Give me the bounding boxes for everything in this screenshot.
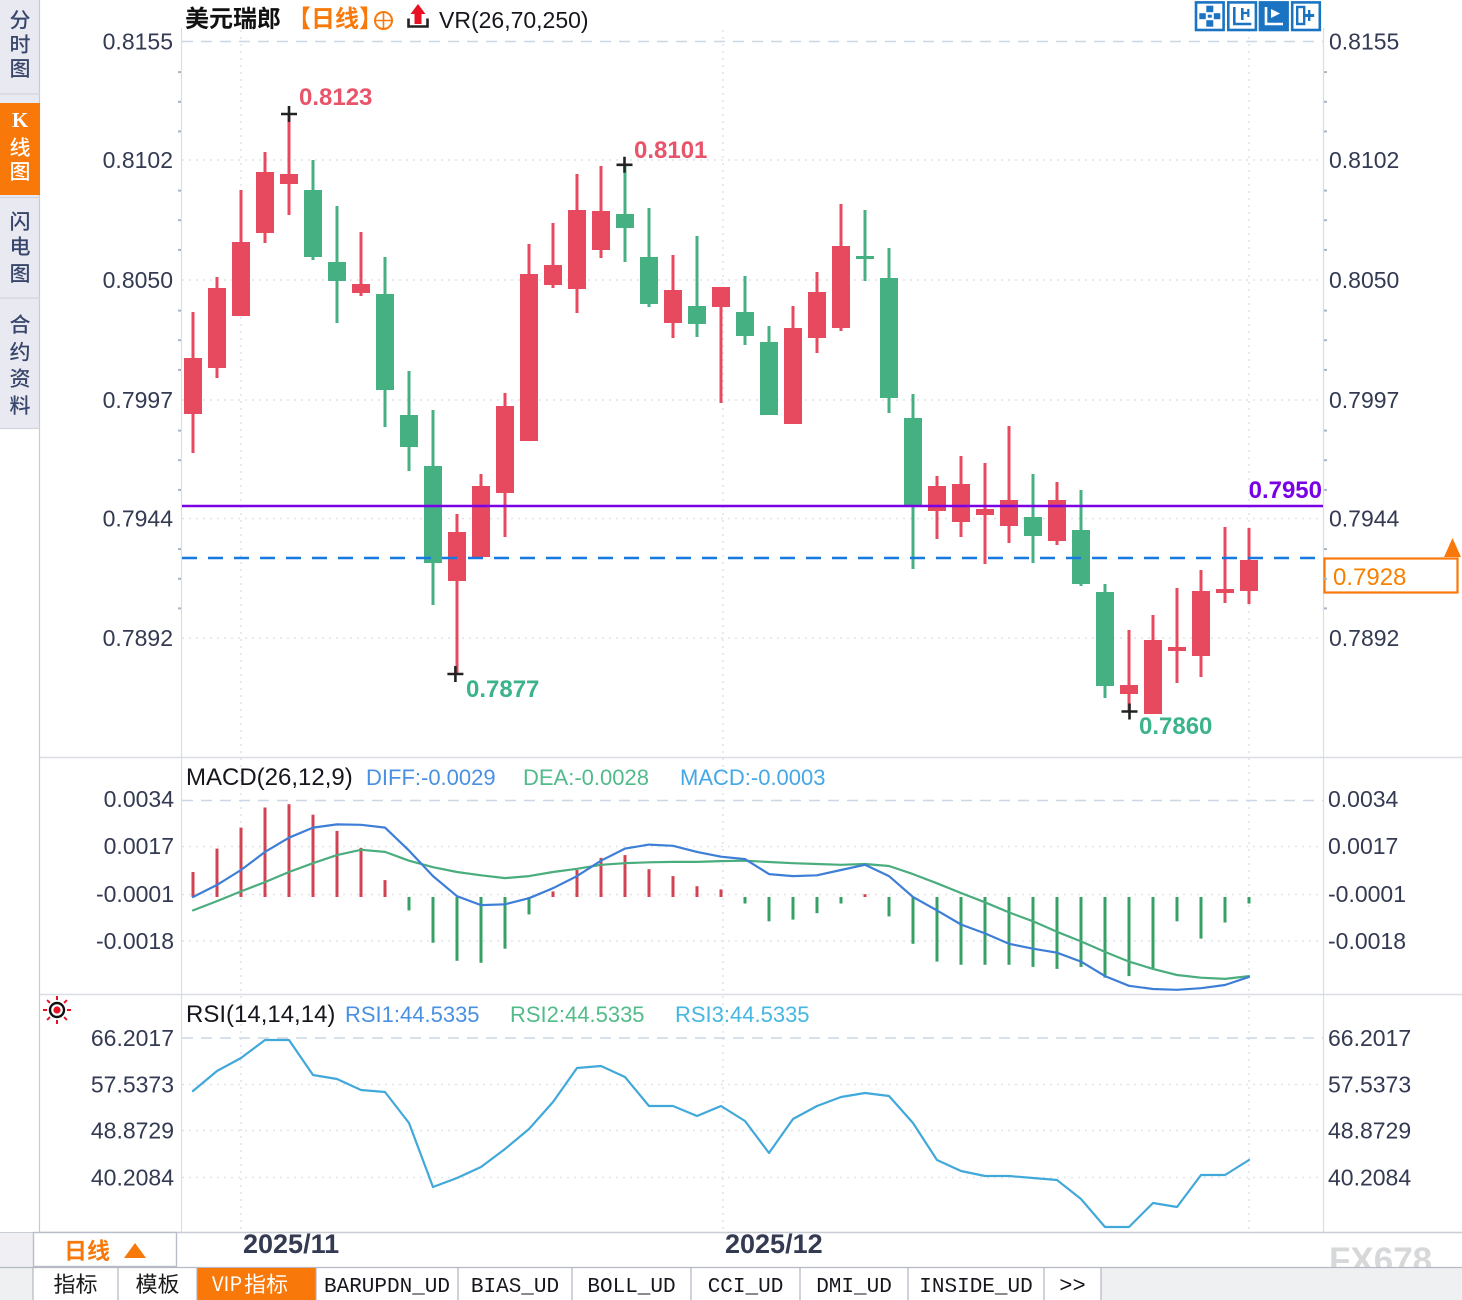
svg-text:40.2084: 40.2084 <box>1328 1165 1411 1191</box>
svg-text:0.7892: 0.7892 <box>1329 625 1399 651</box>
svg-text:-0.0018: -0.0018 <box>96 928 174 954</box>
svg-text:0.7997: 0.7997 <box>1329 387 1399 413</box>
svg-text:0.8102: 0.8102 <box>1329 147 1399 173</box>
svg-text:57.5373: 57.5373 <box>1328 1072 1411 1098</box>
svg-text:0.8123: 0.8123 <box>299 84 372 111</box>
svg-text:0.0034: 0.0034 <box>1328 786 1399 812</box>
svg-text:0.7944: 0.7944 <box>1329 506 1400 532</box>
svg-text:-0.0018: -0.0018 <box>1328 928 1406 954</box>
svg-text:BARUPDN_UD: BARUPDN_UD <box>324 1276 450 1299</box>
svg-text:48.8729: 48.8729 <box>91 1118 174 1144</box>
svg-text:RSI(14,14,14): RSI(14,14,14) <box>186 1001 335 1028</box>
svg-text:0.7997: 0.7997 <box>103 387 173 413</box>
svg-text:0.8050: 0.8050 <box>1329 267 1399 293</box>
svg-text:0.8101: 0.8101 <box>634 137 707 164</box>
svg-text:VR(26,70,250): VR(26,70,250) <box>439 7 589 33</box>
svg-text:RSI3:44.5335: RSI3:44.5335 <box>675 1002 810 1027</box>
svg-text:0.8102: 0.8102 <box>103 147 173 173</box>
svg-text:RSI2:44.5335: RSI2:44.5335 <box>510 1002 645 1027</box>
svg-text:40.2084: 40.2084 <box>91 1165 174 1191</box>
svg-text:K: K <box>12 108 29 132</box>
svg-text:-0.0001: -0.0001 <box>1328 881 1406 907</box>
svg-text:0.7860: 0.7860 <box>1139 713 1212 740</box>
svg-text:0.0034: 0.0034 <box>104 786 175 812</box>
svg-text:0.0017: 0.0017 <box>104 833 174 859</box>
svg-text:RSI1:44.5335: RSI1:44.5335 <box>345 1002 480 1027</box>
svg-text:0.7950: 0.7950 <box>1249 477 1322 504</box>
svg-text:DMI_UD: DMI_UD <box>816 1276 892 1299</box>
svg-text:48.8729: 48.8729 <box>1328 1118 1411 1144</box>
svg-text:66.2017: 66.2017 <box>91 1025 174 1051</box>
svg-text:0.7944: 0.7944 <box>103 506 174 532</box>
svg-text:0.8050: 0.8050 <box>103 267 173 293</box>
svg-text:2025/11: 2025/11 <box>243 1229 339 1259</box>
svg-text:0.0017: 0.0017 <box>1328 833 1398 859</box>
svg-text:BOLL_UD: BOLL_UD <box>587 1276 675 1299</box>
svg-text:INSIDE_UD: INSIDE_UD <box>919 1276 1032 1299</box>
svg-text:-0.0001: -0.0001 <box>96 881 174 907</box>
svg-text:0.7877: 0.7877 <box>466 676 539 703</box>
svg-text:0.7928: 0.7928 <box>1333 564 1406 591</box>
svg-text:2025/12: 2025/12 <box>725 1229 823 1259</box>
svg-text:DIFF:-0.0029: DIFF:-0.0029 <box>366 765 496 790</box>
svg-text:57.5373: 57.5373 <box>91 1072 174 1098</box>
svg-text:CCI_UD: CCI_UD <box>708 1276 784 1299</box>
svg-text:66.2017: 66.2017 <box>1328 1025 1411 1051</box>
svg-text:MACD(26,12,9): MACD(26,12,9) <box>186 764 353 791</box>
svg-text:BIAS_UD: BIAS_UD <box>471 1276 559 1299</box>
svg-text:MACD:-0.0003: MACD:-0.0003 <box>680 765 826 790</box>
svg-text:DEA:-0.0028: DEA:-0.0028 <box>523 765 649 790</box>
svg-text:>>: >> <box>1059 1274 1085 1299</box>
svg-text:0.8155: 0.8155 <box>1329 29 1399 55</box>
svg-text:0.8155: 0.8155 <box>103 29 173 55</box>
svg-text:0.7892: 0.7892 <box>103 625 173 651</box>
